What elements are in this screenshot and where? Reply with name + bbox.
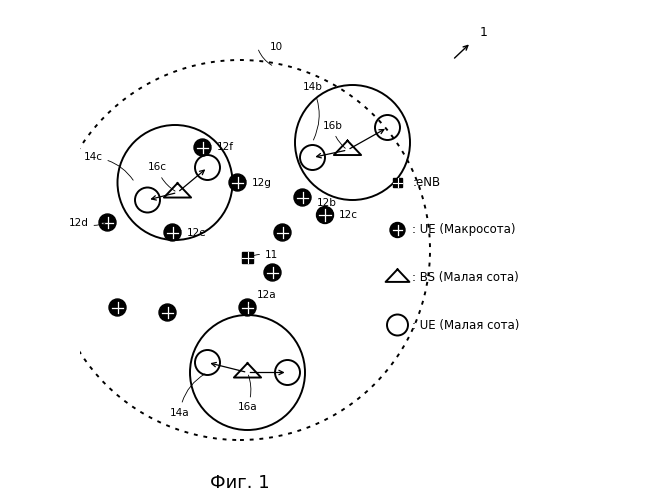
- Circle shape: [239, 299, 256, 316]
- Text: 12e: 12e: [175, 228, 206, 237]
- Text: : BS (Малая сота): : BS (Малая сота): [412, 271, 519, 284]
- Circle shape: [164, 224, 181, 241]
- Text: 16b: 16b: [323, 121, 345, 148]
- Text: :eNB: :eNB: [412, 176, 441, 189]
- Circle shape: [390, 222, 405, 238]
- Text: 12g: 12g: [240, 178, 271, 188]
- Text: : UE (Макросота): : UE (Макросота): [412, 224, 516, 236]
- Text: 1: 1: [480, 26, 488, 39]
- Text: 12b: 12b: [306, 197, 337, 207]
- Text: : UE (Малая сота): : UE (Малая сота): [412, 318, 520, 332]
- Text: 14b: 14b: [302, 82, 322, 140]
- Text: 10: 10: [270, 42, 283, 52]
- Text: 12c: 12c: [327, 210, 358, 220]
- Circle shape: [294, 189, 311, 206]
- Circle shape: [229, 174, 246, 191]
- Text: Фиг. 1: Фиг. 1: [210, 474, 270, 492]
- Text: 16a: 16a: [238, 375, 257, 412]
- Text: 14a: 14a: [170, 374, 205, 418]
- Circle shape: [99, 214, 116, 231]
- Circle shape: [264, 264, 281, 281]
- Text: 12d: 12d: [69, 218, 105, 228]
- Text: 12a: 12a: [249, 290, 276, 306]
- Text: 11: 11: [250, 250, 279, 260]
- Circle shape: [159, 304, 176, 321]
- Circle shape: [194, 139, 211, 156]
- Circle shape: [274, 224, 291, 241]
- Circle shape: [109, 299, 126, 316]
- Bar: [393, 178, 402, 187]
- Text: 14c: 14c: [84, 152, 133, 180]
- Text: 16c: 16c: [147, 162, 175, 191]
- Circle shape: [317, 206, 333, 224]
- Text: 12f: 12f: [205, 142, 234, 152]
- Bar: [242, 252, 253, 263]
